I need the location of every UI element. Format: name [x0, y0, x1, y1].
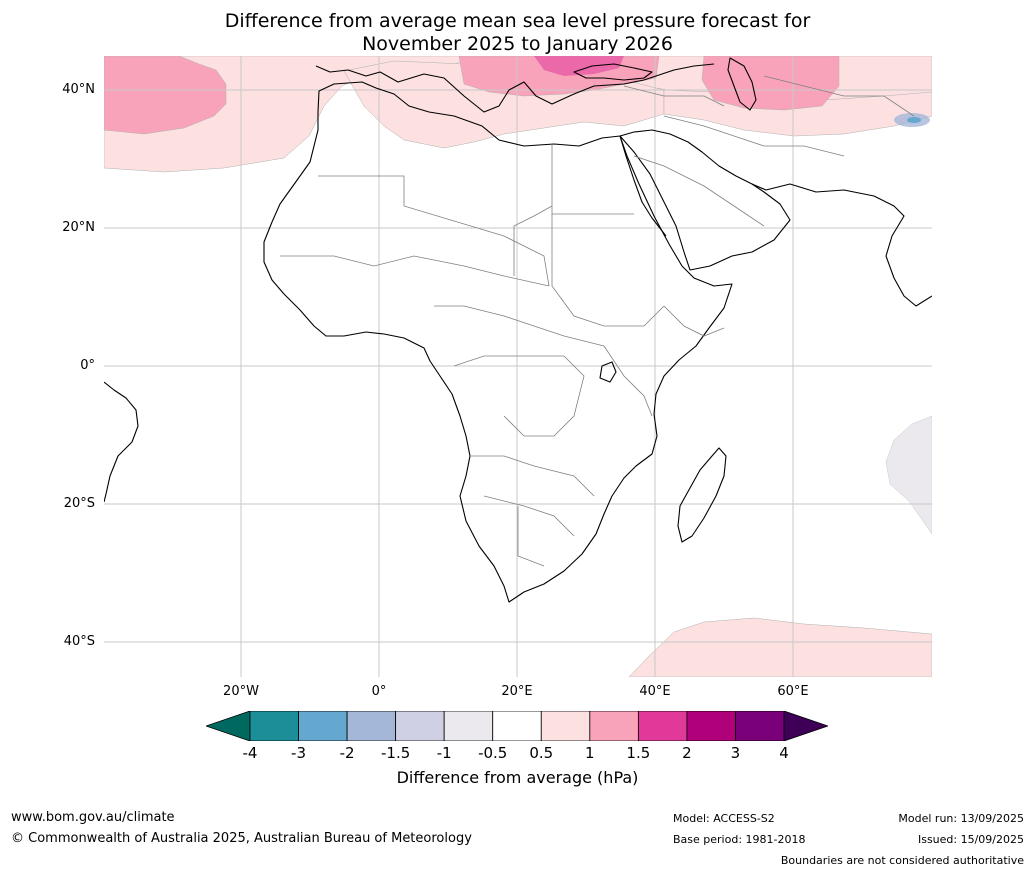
border-arabia: [633, 155, 765, 227]
anomaly-fills: [104, 56, 932, 677]
lat-label-20n: 20°N: [62, 220, 95, 235]
coastlines: [104, 57, 932, 603]
coast-lake-victoria: [599, 361, 617, 383]
colorbar-tick-label: -1: [436, 744, 452, 762]
chart-title: Difference from average mean sea level p…: [0, 10, 1035, 56]
colorbar-tick-label: -4: [242, 744, 258, 762]
border-libya-egypt: [513, 144, 553, 276]
coast-arabia: [619, 129, 791, 271]
lat-label-40s: 40°S: [63, 634, 95, 649]
colorbar-bin: [395, 711, 445, 741]
colorbar-tick-label: 2: [682, 744, 692, 762]
lon-label-40e: 40°E: [639, 684, 671, 699]
footer-model-run: Model run: 13/09/2025: [898, 812, 1024, 825]
colorbar-extend-high: [783, 711, 828, 741]
border-south-1: [470, 455, 595, 497]
colorbar-bin: [735, 711, 785, 741]
border-middle-east: [663, 115, 845, 157]
coast-madagascar: [677, 447, 727, 543]
title-line-2: November 2025 to January 2026: [362, 33, 673, 55]
colorbar-tick-label: -2: [339, 744, 355, 762]
border-central-asia: [763, 75, 915, 117]
colorbar-tick-label: 4: [779, 744, 789, 762]
coast-south-america: [104, 381, 139, 503]
lon-label-60e: 60°E: [777, 684, 809, 699]
colorbar-tick-label: 1: [585, 744, 595, 762]
coast-black-sea: [573, 63, 653, 81]
lat-label-20s: 20°S: [63, 496, 95, 511]
anomaly-caspian-mid: [701, 56, 840, 111]
country-borders: [280, 75, 915, 567]
coast-iran-india: [751, 183, 932, 307]
footer-model: Model: ACCESS-S2: [673, 812, 775, 825]
border-turkey: [623, 85, 725, 107]
colorbar-bin: [540, 711, 591, 741]
colorbar-tick-label: 1.5: [626, 744, 651, 762]
anomaly-atlantic-mid: [104, 56, 227, 135]
anomaly-himalaya-blue-core: [907, 117, 921, 123]
border-sahara-north: [318, 175, 550, 287]
colorbar-bin: [249, 711, 299, 741]
colorbar-tick-label: -1.5: [380, 744, 411, 762]
colorbar-bin: [346, 711, 397, 741]
border-sahel: [280, 255, 550, 287]
anomaly-black-sea-magenta: [534, 56, 624, 76]
lat-label-equator: 0°: [80, 358, 95, 373]
lon-label-20w: 20°W: [223, 684, 259, 699]
coast-africa: [263, 81, 733, 603]
colorbar-tick-label: -3: [291, 744, 307, 762]
border-sudan: [551, 206, 665, 327]
colorbar: [206, 711, 828, 741]
colorbar-bin: [492, 711, 542, 741]
graticule: [104, 56, 932, 677]
anomaly-south-atlantic-light: [628, 617, 932, 677]
pressure-anomaly-map: [104, 56, 932, 677]
colorbar-label: Difference from average (hPa): [396, 768, 639, 787]
colorbar-tick-label: 0.5: [529, 744, 554, 762]
lon-label-0: 0°: [371, 684, 387, 699]
title-line-1: Difference from average mean sea level p…: [224, 10, 811, 32]
colorbar-tick-label: 3: [730, 744, 741, 762]
lon-label-20e: 20°E: [501, 684, 533, 699]
coast-europe: [315, 63, 715, 113]
border-east: [603, 345, 653, 417]
border-south-3: [517, 506, 545, 567]
colorbar-bin: [637, 711, 688, 741]
colorbar-bin: [686, 711, 736, 741]
border-horn: [663, 305, 725, 337]
footer-issued: Issued: 15/09/2025: [917, 833, 1024, 846]
colorbar-bin: [589, 711, 639, 741]
footer-copyright: © Commonwealth of Australia 2025, Austra…: [11, 831, 472, 846]
lat-label-40n: 40°N: [62, 82, 95, 97]
colorbar-tick-label: -0.5: [478, 744, 508, 762]
border-central: [434, 305, 605, 347]
footer-disclaimer: Boundaries are not considered authoritat…: [780, 854, 1024, 867]
footer-url[interactable]: www.bom.gov.au/climate: [11, 810, 175, 825]
coast-red-sea-west: [619, 135, 667, 237]
border-south-2: [483, 495, 575, 537]
colorbar-bin: [443, 711, 494, 741]
colorbar-bin: [298, 711, 348, 741]
border-drc: [453, 355, 585, 437]
coast-caspian: [727, 57, 757, 111]
colorbar-extend-low: [206, 711, 251, 741]
footer-base-period: Base period: 1981-2018: [673, 833, 806, 846]
